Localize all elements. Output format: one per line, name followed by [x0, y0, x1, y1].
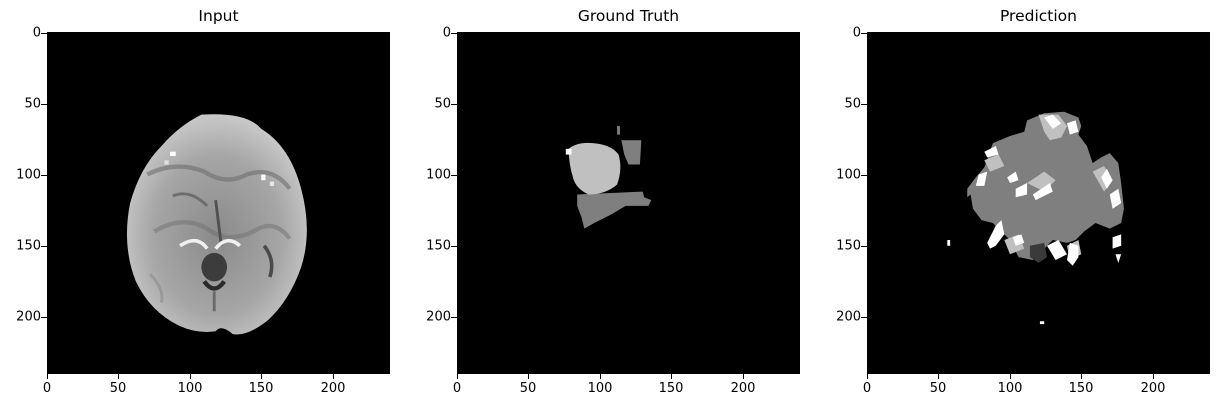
y-tick-label: 200 [836, 309, 861, 325]
y-tick [41, 246, 47, 247]
x-tick-label: 0 [42, 381, 52, 396]
x-tick-label: 100 [177, 381, 203, 396]
y-tick-label: 100 [16, 167, 41, 183]
y-tick-label: 0 [852, 25, 861, 41]
x-tick [261, 374, 262, 379]
y-tick-label: 50 [434, 96, 451, 112]
x-tick-label: 50 [929, 381, 947, 396]
y-tick [451, 175, 457, 176]
x-tick-label: 150 [1068, 381, 1094, 396]
x-tick-label: 100 [587, 381, 613, 396]
x-tick [671, 374, 672, 379]
x-tick-label: 0 [862, 381, 872, 396]
y-tick [451, 317, 457, 318]
x-tick-label: 100 [997, 381, 1023, 396]
y-tick [861, 104, 867, 105]
y-tick [41, 104, 47, 105]
x-tick [333, 374, 334, 379]
panel-title: Ground Truth [577, 7, 680, 25]
panel-title: Input [198, 7, 239, 25]
y-tick-label: 150 [16, 238, 41, 254]
y-tick-label: 200 [16, 309, 41, 325]
x-tick [867, 374, 868, 379]
ground-truth-mask [457, 32, 800, 374]
prediction-mask [867, 32, 1210, 374]
y-tick-label: 150 [426, 238, 451, 254]
y-tick [861, 175, 867, 176]
y-tick [41, 33, 47, 34]
y-tick [451, 246, 457, 247]
y-tick [41, 317, 47, 318]
x-tick-label: 200 [730, 381, 756, 396]
x-tick-label: 0 [452, 381, 462, 396]
x-tick [1153, 374, 1154, 379]
y-tick-label: 100 [426, 167, 451, 183]
y-tick [451, 33, 457, 34]
y-tick-label: 150 [836, 238, 861, 254]
y-tick [41, 175, 47, 176]
x-tick-label: 150 [658, 381, 684, 396]
x-tick [1010, 374, 1011, 379]
x-tick-label: 150 [248, 381, 274, 396]
y-tick-label: 50 [844, 96, 861, 112]
mri-image [47, 32, 390, 374]
y-tick [451, 104, 457, 105]
y-tick-label: 200 [426, 309, 451, 325]
image-axes [47, 32, 390, 374]
panel-title: Prediction [999, 7, 1077, 25]
y-tick-label: 100 [836, 167, 861, 183]
x-tick-label: 50 [519, 381, 537, 396]
y-tick [861, 246, 867, 247]
y-tick-label: 0 [32, 25, 41, 41]
x-tick [938, 374, 939, 379]
x-tick [528, 374, 529, 379]
x-tick-label: 200 [1140, 381, 1166, 396]
x-tick-label: 50 [109, 381, 127, 396]
x-tick [1081, 374, 1082, 379]
y-tick-label: 50 [24, 96, 41, 112]
image-axes [457, 32, 800, 374]
panel-prediction: Prediction [820, 0, 1210, 407]
x-tick [600, 374, 601, 379]
y-tick [861, 33, 867, 34]
x-tick [743, 374, 744, 379]
y-tick [861, 317, 867, 318]
x-tick-label: 200 [320, 381, 346, 396]
x-tick [457, 374, 458, 379]
image-axes [867, 32, 1210, 374]
x-tick [190, 374, 191, 379]
x-tick [47, 374, 48, 379]
panel-input: Input [0, 0, 390, 407]
y-tick-label: 0 [442, 25, 451, 41]
x-tick [118, 374, 119, 379]
panel-ground-truth: Ground Truth 0 50 100 150 200 0 50 100 1… [410, 0, 800, 407]
